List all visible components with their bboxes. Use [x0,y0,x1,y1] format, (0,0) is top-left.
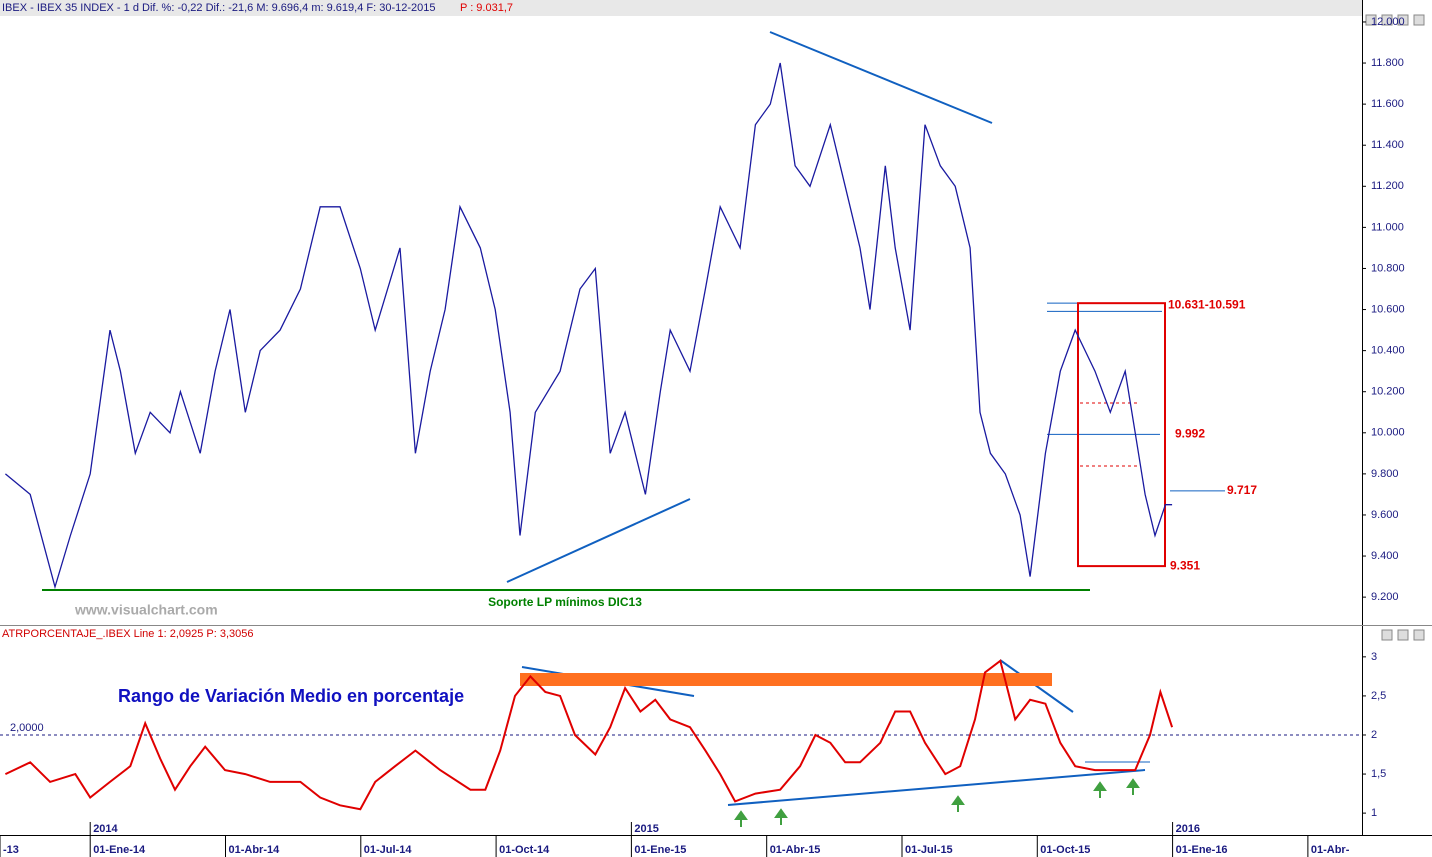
button[interactable] [1397,629,1409,641]
trend-line [727,769,1146,806]
year-tick-label: 2014 [93,823,118,835]
header-bar [0,0,1362,16]
y-tick-label: 10.200 [1371,386,1405,398]
window-buttons[interactable] [1365,14,1425,641]
year-tick-label: 2015 [634,823,658,835]
y-tick-label: 11.400 [1371,139,1404,151]
level-label: 9.717 [1227,483,1257,497]
price-header: IBEX - IBEX 35 INDEX - 1 d Dif. %: -0,22… [2,2,435,14]
button[interactable] [1397,14,1409,26]
y-tick-label: 10.600 [1371,303,1405,315]
y-tick-label: 11.800 [1371,57,1404,69]
series-line [4,659,1174,811]
level-label: 9.351 [1170,558,1200,572]
axis-line [0,835,1432,836]
series-line [4,62,1173,590]
support-label: Soporte LP mínimos DIC13 [488,595,642,609]
highlight-band [520,673,1052,686]
button[interactable] [1413,14,1425,26]
level-label: 9.992 [1175,427,1205,441]
arrow [951,795,965,812]
button[interactable] [1365,14,1377,26]
y-tick-label: 3 [1371,651,1377,663]
y-tick-label: 10.800 [1371,262,1405,274]
y-tick-label: 1 [1371,807,1377,819]
x-tick-label: 01-Jul-14 [364,844,413,856]
y-tick-label: 11.200 [1371,180,1404,192]
x-tick-label: 01-Ene-16 [1176,844,1228,856]
button[interactable] [1381,14,1393,26]
y-tick-label: 11.000 [1371,221,1404,233]
button[interactable] [1413,629,1425,641]
level-label: 10.631-10.591 [1168,297,1246,311]
y-tick-label: 12.000 [1371,16,1405,28]
y-tick-label: 9.400 [1371,550,1399,562]
arrows [734,778,1140,827]
x-tick-label: -13 [3,844,19,856]
axis-line [1362,0,1363,835]
price-header-extra: P : 9.031,7 [460,2,513,14]
y-tick-label: 9.600 [1371,509,1399,521]
atr-header: ATRPORCENTAJE_.IBEX Line 1: 2,0925 P: 3,… [2,628,254,640]
x-tick-label: 01-Oct-14 [499,844,550,856]
x-tick-label: 01-Abr- [1311,844,1350,856]
arrow [734,810,748,827]
panel-divider [0,625,1432,626]
y-tick-label: 2,5 [1371,690,1386,702]
x-tick-label: 01-Jul-15 [905,844,953,856]
trend-line [506,498,691,583]
range-box [1077,302,1166,568]
y-tick-label: 9.800 [1371,468,1399,480]
atr-title: Rango de Variación Medio en porcentaje [118,686,464,706]
y-tick-label: 10.400 [1371,345,1405,357]
x-tick-label: 01-Ene-15 [634,844,686,856]
y-tick-label: 1,5 [1371,768,1386,780]
button[interactable] [1381,629,1393,641]
x-tick-label: 01-Abr-14 [228,844,280,856]
year-tick-label: 2016 [1176,823,1200,835]
y-tick-label: 2 [1371,729,1377,741]
arrow [1093,781,1107,798]
watermark: www.visualchart.com [74,602,218,618]
x-tick-label: 01-Oct-15 [1040,844,1090,856]
arrow [1126,778,1140,795]
y-tick-label: 10.000 [1371,427,1405,439]
x-tick-label: 01-Abr-15 [770,844,821,856]
y-tick-label: 9.200 [1371,591,1399,603]
reference-label: 2,0000 [10,722,44,734]
trend-line [769,31,993,124]
y-tick-label: 11.600 [1371,98,1404,110]
arrow [774,808,788,825]
x-tick-label: 01-Ene-14 [93,844,146,856]
